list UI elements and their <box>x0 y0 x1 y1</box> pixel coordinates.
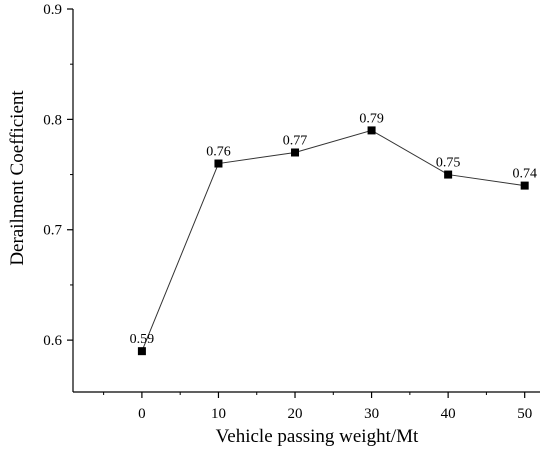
data-point <box>291 148 300 157</box>
data-label: 0.76 <box>206 145 231 160</box>
x-tick-label: 10 <box>211 406 226 422</box>
data-label: 0.77 <box>283 133 308 148</box>
y-tick-label: 0.8 <box>43 112 62 128</box>
data-labels: 0.59 0.76 0.77 0.79 0.75 0.74 <box>130 111 537 347</box>
data-label: 0.59 <box>130 332 155 347</box>
x-tick-label: 50 <box>517 406 532 422</box>
data-label: 0.74 <box>512 167 537 182</box>
y-tick-label: 0.6 <box>43 333 62 349</box>
data-label: 0.75 <box>436 156 461 171</box>
data-label: 0.79 <box>359 111 384 126</box>
x-tick-label: 20 <box>288 406 303 422</box>
x-tick-label: 30 <box>364 406 379 422</box>
y-axis-title: Derailment Coefficient <box>7 90 28 266</box>
x-tick-label: 0 <box>138 406 146 422</box>
data-point <box>520 181 529 190</box>
data-point <box>214 159 223 168</box>
x-tick-label: 40 <box>441 406 456 422</box>
data-point <box>367 126 376 135</box>
series-line <box>141 129 525 352</box>
data-point <box>137 347 146 356</box>
axes: 0.6 0.7 0.8 0.9 0 10 20 30 40 50 <box>43 2 540 422</box>
series <box>137 126 529 356</box>
y-tick-label: 0.7 <box>43 223 62 239</box>
data-point <box>444 170 453 179</box>
x-axis-title: Vehicle passing weight/Mt <box>216 426 419 447</box>
y-tick-label: 0.9 <box>43 2 62 18</box>
